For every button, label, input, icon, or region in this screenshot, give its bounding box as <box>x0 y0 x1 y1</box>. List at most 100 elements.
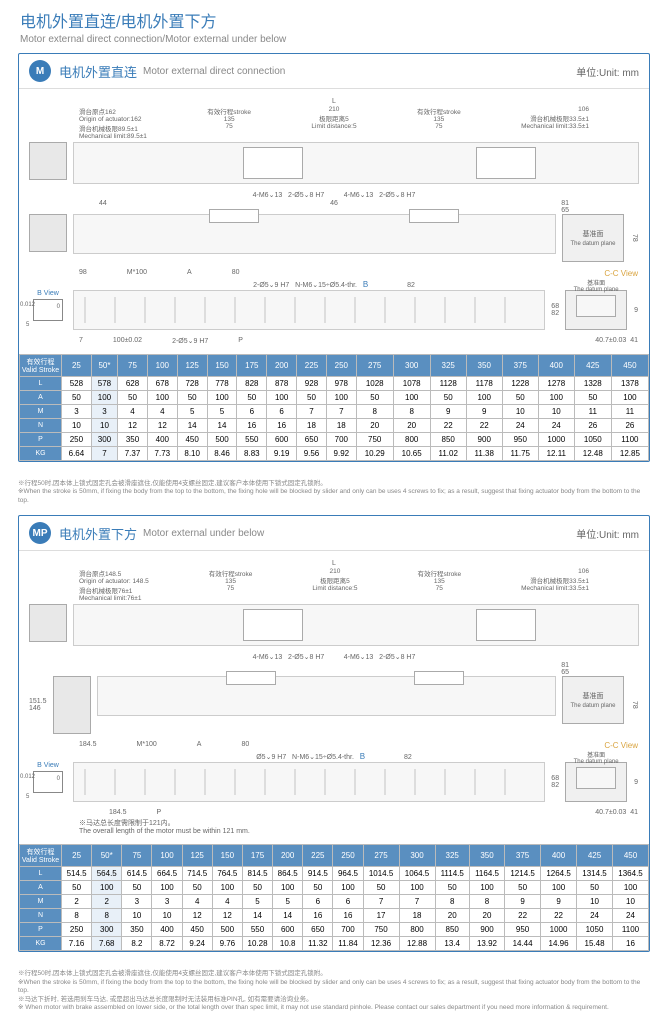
table-cell: 7 <box>363 895 399 909</box>
table-cell: 8.83 <box>237 447 267 461</box>
section-title-cn: 电机外置下方 <box>59 524 137 543</box>
table-cell: 964.5 <box>333 867 363 881</box>
table-cell: 100 <box>538 391 574 405</box>
table-cell: 600 <box>273 923 303 937</box>
table-cell: 8.46 <box>207 447 237 461</box>
table-cell: 3 <box>91 405 117 419</box>
bottom-view <box>73 762 545 802</box>
table-cell: 914.5 <box>303 867 333 881</box>
top-view <box>73 142 639 184</box>
table-cell: 6.64 <box>62 447 92 461</box>
table-cell: 14.96 <box>541 937 577 951</box>
table-cell: 50 <box>505 881 541 895</box>
col-header: 25 <box>62 355 92 377</box>
table-cell: 400 <box>147 433 177 447</box>
row-header: L <box>20 377 62 391</box>
section-title-cn: 电机外置直连 <box>59 62 137 81</box>
table-cell: 6 <box>303 895 333 909</box>
table-cell: 9.19 <box>267 447 297 461</box>
table-cell: 1064.5 <box>399 867 435 881</box>
table-cell: 650 <box>303 923 333 937</box>
table-cell: 1228 <box>502 377 538 391</box>
table-cell: 600 <box>267 433 297 447</box>
table-cell: 500 <box>212 923 242 937</box>
table-cell: 728 <box>177 377 207 391</box>
table-cell: 9.24 <box>182 937 212 951</box>
col-header: 300 <box>399 845 435 867</box>
table-cell: 50 <box>435 881 469 895</box>
col-header: 125 <box>182 845 212 867</box>
table-cell: 50 <box>177 391 207 405</box>
col-header: 25 <box>62 845 92 867</box>
table-cell: 1364.5 <box>613 867 649 881</box>
table-cell: 20 <box>356 419 393 433</box>
table-cell: 9 <box>541 895 577 909</box>
table-cell: 550 <box>242 923 272 937</box>
table-cell: 100 <box>399 881 435 895</box>
table-cell: 814.5 <box>242 867 272 881</box>
table-cell: 614.5 <box>122 867 152 881</box>
motor-end-box <box>29 214 67 252</box>
table-cell: 12.11 <box>538 447 574 461</box>
table-cell: 14 <box>207 419 237 433</box>
table-cell: 12 <box>147 419 177 433</box>
table-cell: 24 <box>538 419 574 433</box>
table-cell: 1050 <box>574 433 611 447</box>
table-cell: 9.56 <box>297 447 327 461</box>
section-badge: MP <box>29 522 51 544</box>
table-cell: 850 <box>430 433 466 447</box>
table-cell: 100 <box>152 881 182 895</box>
table-cell: 13.92 <box>469 937 504 951</box>
table-cell: 11 <box>611 405 648 419</box>
table-cell: 4 <box>118 405 148 419</box>
table-cell: 9.76 <box>212 937 242 951</box>
table-cell: 100 <box>147 391 177 405</box>
table-cell: 100 <box>91 391 117 405</box>
table-cell: 7.68 <box>92 937 122 951</box>
table-cell: 1378 <box>611 377 648 391</box>
table-cell: 8.72 <box>152 937 182 951</box>
table-cell: 1264.5 <box>541 867 577 881</box>
table-cell: 1214.5 <box>505 867 541 881</box>
col-header: 325 <box>435 845 469 867</box>
table-cell: 50 <box>297 391 327 405</box>
table-cell: 100 <box>273 881 303 895</box>
table-cell: 3 <box>62 405 92 419</box>
datum-end-view: 基准面The datum plane <box>562 214 624 262</box>
table-cell: 7.37 <box>118 447 148 461</box>
table-cell: 350 <box>118 433 148 447</box>
table-cell: 12.88 <box>399 937 435 951</box>
table-cell: 20 <box>393 419 430 433</box>
table-cell: 664.5 <box>152 867 182 881</box>
col-header: 75 <box>118 355 148 377</box>
table-cell: 50 <box>574 391 611 405</box>
table-cell: 550 <box>237 433 267 447</box>
table-cell: 900 <box>469 923 504 937</box>
col-header: 400 <box>538 355 574 377</box>
table-cell: 26 <box>574 419 611 433</box>
table-cell: 1328 <box>574 377 611 391</box>
table-cell: 8 <box>469 895 504 909</box>
table-cell: 400 <box>152 923 182 937</box>
col-header: 300 <box>393 355 430 377</box>
col-header: 150 <box>207 355 237 377</box>
row-header: A <box>20 391 62 405</box>
table-cell: 1000 <box>541 923 577 937</box>
table-cell: 900 <box>466 433 502 447</box>
cc-section-view: 基准面The datum plane <box>565 762 627 802</box>
table-cell: 7 <box>326 405 356 419</box>
table-cell: 11 <box>574 405 611 419</box>
cc-section-view: 基准面The datum plane <box>565 290 627 330</box>
table-cell: 4 <box>182 895 212 909</box>
table-cell: 1000 <box>538 433 574 447</box>
section-title-en: Motor external under below <box>143 528 264 539</box>
table-cell: 1100 <box>611 433 648 447</box>
table-cell: 8 <box>435 895 469 909</box>
top-view <box>73 604 639 646</box>
table-cell: 878 <box>267 377 297 391</box>
table-cell: 18 <box>297 419 327 433</box>
table-cell: 14 <box>177 419 207 433</box>
table-cell: 50 <box>430 391 466 405</box>
table-cell: 750 <box>363 923 399 937</box>
technical-diagram: L 滑台原点148.5Origin of actuator: 148.5滑台机械… <box>19 551 649 844</box>
